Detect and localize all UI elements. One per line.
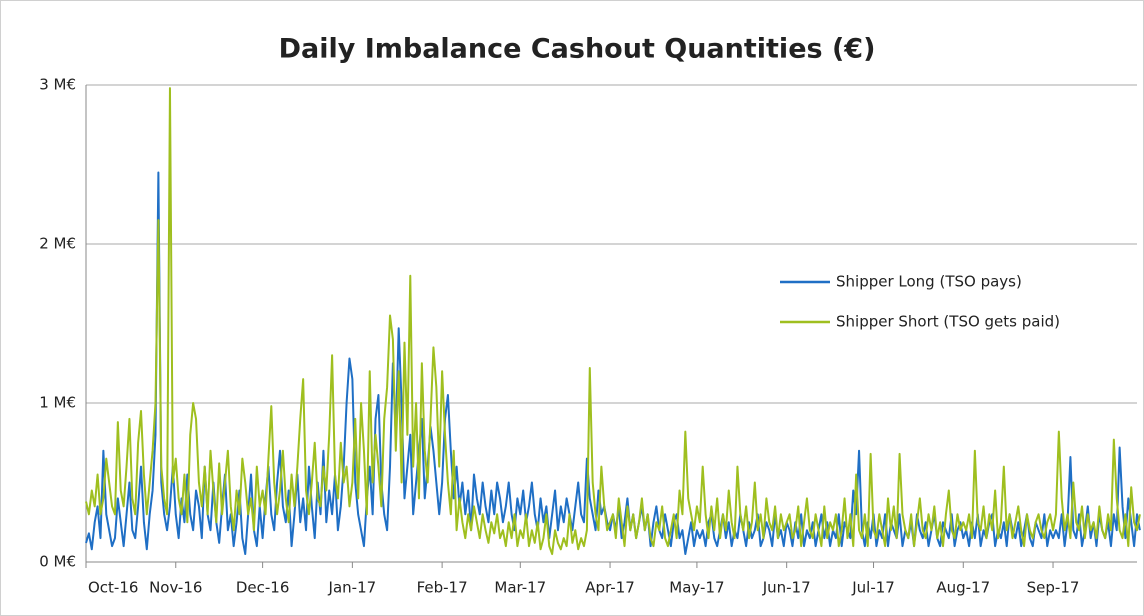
x-tick-label: Jun-17 bbox=[762, 579, 811, 597]
y-tick-label: 3 M€ bbox=[39, 76, 76, 94]
x-tick-label: Sep-17 bbox=[1027, 579, 1080, 597]
x-tick-label: Apr-17 bbox=[585, 579, 635, 597]
y-tick-label: 2 M€ bbox=[39, 235, 76, 253]
series-line bbox=[85, 87, 1141, 556]
legend-label: Shipper Short (TSO gets paid) bbox=[836, 313, 1060, 331]
x-tick-label: Nov-16 bbox=[149, 579, 202, 597]
y-tick-label: 0 M€ bbox=[39, 553, 76, 571]
x-tick-label: Oct-16 bbox=[88, 579, 138, 597]
x-tick-label: Dec-16 bbox=[236, 579, 290, 597]
x-tick-label: May-17 bbox=[669, 579, 724, 597]
x-tick-label: Mar-17 bbox=[494, 579, 546, 597]
legend-label: Shipper Long (TSO pays) bbox=[836, 273, 1022, 291]
x-tick-label: Feb-17 bbox=[417, 579, 468, 597]
x-tick-label: Aug-17 bbox=[936, 579, 990, 597]
x-tick-label: Jul-17 bbox=[851, 579, 895, 597]
y-tick-label: 1 M€ bbox=[39, 394, 76, 412]
chart-title: Daily Imbalance Cashout Quantities (€) bbox=[279, 34, 876, 65]
x-tick-label: Jan-17 bbox=[328, 579, 377, 597]
